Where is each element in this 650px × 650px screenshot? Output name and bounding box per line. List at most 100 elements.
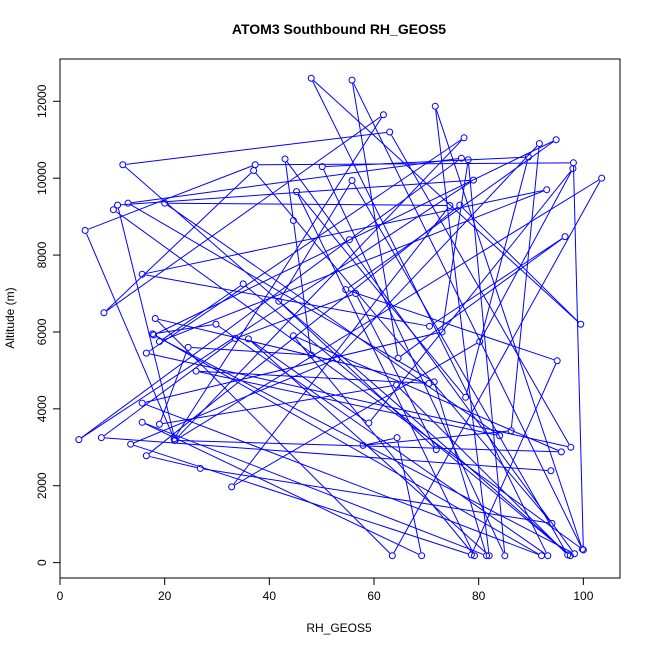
series-line-segment bbox=[353, 83, 582, 547]
x-tick-label: 20 bbox=[158, 589, 172, 603]
series-line-segment bbox=[397, 440, 422, 553]
data-point bbox=[114, 201, 122, 209]
data-point bbox=[307, 351, 315, 359]
data-point bbox=[151, 315, 159, 322]
series-line-segment bbox=[106, 172, 252, 311]
data-point bbox=[155, 338, 163, 346]
series-line-segment bbox=[199, 370, 426, 384]
series-line-segment bbox=[353, 183, 567, 553]
data-point bbox=[275, 297, 283, 305]
series-line-segment bbox=[103, 340, 233, 437]
y-tick-label: 4000 bbox=[35, 395, 49, 422]
data-point bbox=[456, 201, 464, 209]
series-line-segment bbox=[348, 141, 554, 289]
data-point bbox=[438, 328, 446, 336]
data-point bbox=[446, 201, 454, 209]
series-line-segment bbox=[348, 290, 555, 361]
data-point bbox=[150, 331, 158, 339]
data-point bbox=[81, 226, 89, 234]
data-point bbox=[460, 134, 468, 142]
series-line-segment bbox=[295, 338, 473, 554]
data-point bbox=[496, 432, 504, 440]
series-line-segment bbox=[218, 325, 546, 555]
data-point bbox=[553, 357, 561, 365]
data-point bbox=[352, 290, 360, 298]
x-axis: 0 20 40 60 80 100 bbox=[57, 577, 594, 603]
series-line-segment bbox=[81, 241, 347, 438]
series-line-segment bbox=[148, 139, 462, 352]
data-point bbox=[155, 420, 163, 428]
series-line-segment bbox=[149, 456, 197, 469]
data-point bbox=[228, 483, 236, 491]
data-point bbox=[471, 552, 478, 560]
series-line-segment bbox=[366, 430, 508, 446]
x-axis-label: RH_GEOS5 bbox=[306, 621, 372, 635]
data-point bbox=[138, 270, 146, 278]
data-point bbox=[184, 343, 192, 351]
data-point bbox=[345, 236, 353, 244]
data-point bbox=[161, 199, 169, 207]
series-line-segment bbox=[296, 336, 559, 451]
x-tick-label: 60 bbox=[367, 589, 381, 603]
data-point bbox=[393, 434, 401, 442]
data-point bbox=[557, 448, 565, 456]
series-line-segment bbox=[121, 179, 471, 206]
series-line-segment bbox=[157, 320, 391, 554]
y-tick-label: 10000 bbox=[35, 161, 49, 195]
series-line-segment bbox=[323, 169, 504, 553]
data-point bbox=[289, 216, 297, 224]
series-line-segment bbox=[258, 162, 570, 166]
series-line-segment bbox=[133, 444, 469, 555]
data-point bbox=[109, 206, 117, 214]
series-line-segment bbox=[81, 181, 471, 439]
series-line-segment bbox=[145, 423, 419, 555]
series-line-segment bbox=[285, 162, 294, 218]
series-line-segment bbox=[510, 147, 540, 428]
data-point bbox=[333, 355, 341, 363]
data-point bbox=[212, 320, 220, 328]
series-line-segment bbox=[280, 303, 435, 448]
data-point bbox=[501, 552, 509, 560]
x-tick-label: 0 bbox=[57, 589, 64, 603]
data-point bbox=[432, 446, 440, 454]
data-point bbox=[127, 440, 135, 448]
series-line-segment bbox=[472, 363, 557, 552]
y-tick-label: 2000 bbox=[35, 472, 49, 499]
chart-title: ATOM3 Southbound RH_GEOS5 bbox=[232, 21, 446, 37]
series-line-segment bbox=[176, 139, 462, 439]
data-point bbox=[119, 161, 127, 169]
series-line-segment bbox=[466, 160, 529, 395]
y-axis-label: Altitude (m) bbox=[3, 287, 17, 348]
series-line-segment bbox=[434, 385, 487, 553]
series-line-segment bbox=[115, 211, 581, 549]
data-point bbox=[569, 159, 577, 167]
series-line-segment bbox=[573, 166, 584, 547]
data-point bbox=[124, 199, 132, 207]
series-line-segment bbox=[191, 347, 308, 356]
data-point bbox=[307, 74, 315, 82]
series-line-segment bbox=[245, 285, 568, 554]
series-line-segment bbox=[156, 324, 213, 334]
series-line-segment bbox=[400, 238, 563, 357]
y-tick-label: 0 bbox=[35, 559, 49, 566]
data-point bbox=[483, 552, 491, 560]
series-line-segment bbox=[435, 109, 582, 547]
series-line-segment bbox=[133, 359, 334, 444]
series-line-segment bbox=[86, 233, 174, 436]
data-point bbox=[544, 552, 552, 560]
series-line-segment bbox=[338, 145, 538, 357]
data-point bbox=[289, 332, 297, 340]
data-point bbox=[467, 551, 475, 559]
x-tick-label: 80 bbox=[472, 589, 486, 603]
data-point bbox=[535, 140, 543, 148]
series-line-segment bbox=[234, 342, 477, 486]
data-point bbox=[231, 334, 239, 342]
series-line-segment bbox=[126, 131, 387, 165]
series-line-segment bbox=[167, 204, 498, 435]
series-line-segment bbox=[104, 437, 548, 471]
data-point bbox=[342, 286, 350, 294]
series-line-segment bbox=[280, 183, 351, 299]
series-line-segment bbox=[106, 116, 381, 312]
data-point bbox=[579, 546, 587, 554]
